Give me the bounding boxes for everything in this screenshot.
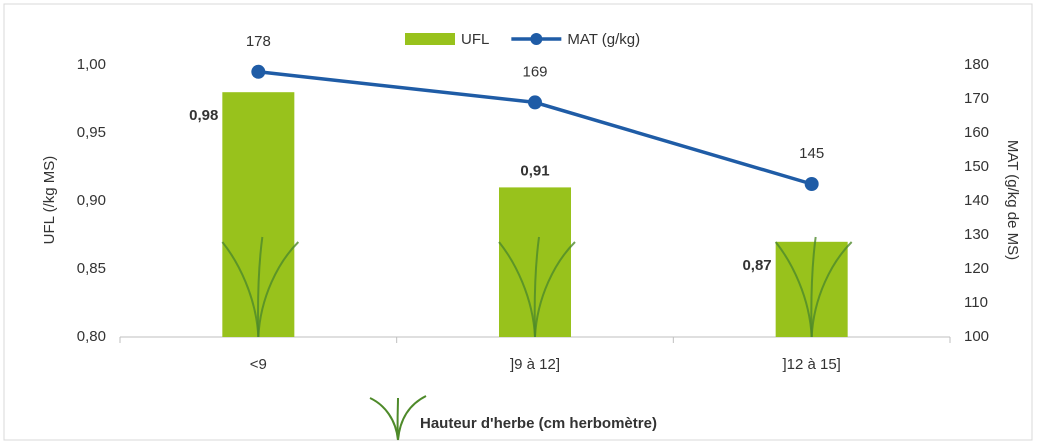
x-tick-label: ]9 à 12] [510, 356, 560, 373]
y-tick-label: 0,80 [77, 328, 106, 345]
legend-swatch [530, 33, 543, 45]
grass-decoration [256, 236, 264, 338]
grass-decoration [810, 236, 817, 338]
y2-axis-title: MAT (g/kg de MS) [1004, 140, 1021, 260]
grass-icon [369, 395, 427, 441]
legend-label: MAT (g/kg) [567, 31, 640, 48]
legend-label: UFL [461, 31, 489, 48]
x-axis-title: Hauteur d'herbe (cm herbomètre) [420, 415, 657, 432]
x-tick-label: <9 [250, 356, 267, 373]
line-point [804, 177, 819, 191]
legend-swatch [405, 33, 455, 45]
y-tick-label: 0,95 [77, 124, 106, 141]
x-tick-label: ]12 à 15] [782, 356, 840, 373]
y2-tick-label: 120 [964, 260, 989, 277]
y-tick-label: 1,00 [77, 56, 106, 73]
line-value-label: 145 [799, 145, 824, 162]
bar-value-label: 0,91 [520, 162, 549, 179]
line-value-label: 178 [246, 33, 271, 50]
line-point [528, 95, 542, 110]
y2-tick-label: 130 [964, 226, 989, 243]
y2-tick-label: 180 [964, 56, 989, 73]
bar-value-label: 0,87 [742, 257, 771, 274]
grass-decoration [810, 241, 853, 338]
y-tick-label: 0,85 [77, 260, 106, 277]
grass-decoration [534, 241, 576, 338]
line-point [251, 64, 266, 79]
y2-tick-label: 100 [964, 328, 989, 345]
y2-tick-label: 170 [964, 90, 989, 107]
y2-tick-label: 110 [964, 294, 988, 311]
grass-decoration [257, 241, 300, 338]
line-value-label: 169 [522, 63, 547, 80]
y2-tick-label: 160 [964, 124, 989, 141]
y2-tick-label: 150 [964, 158, 989, 175]
grass-decoration [533, 236, 540, 338]
bar-value-label: 0,98 [189, 107, 218, 124]
y2-tick-label: 140 [964, 192, 989, 209]
y-tick-label: 0,90 [77, 192, 106, 209]
y-axis-title: UFL (/kg MS) [41, 156, 58, 245]
